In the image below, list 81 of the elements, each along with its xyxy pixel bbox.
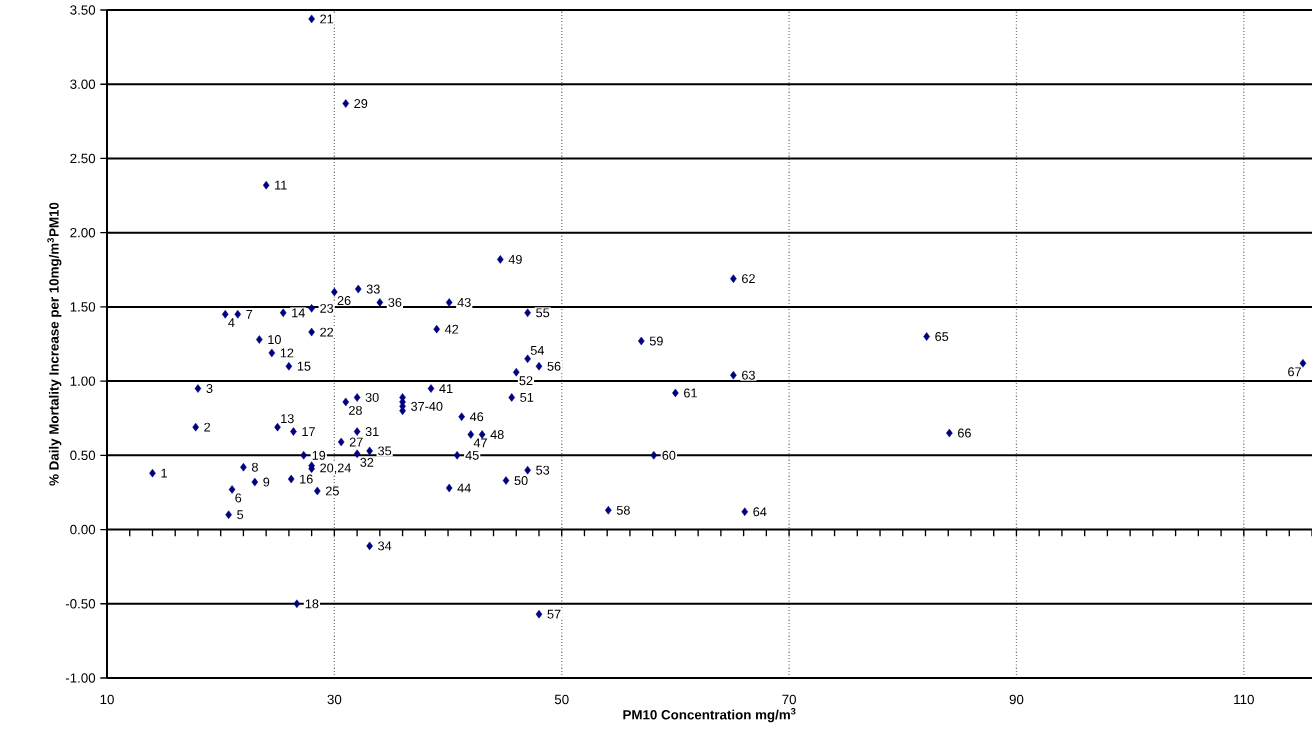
annotation: 55 bbox=[536, 308, 550, 318]
annotation: 25 bbox=[325, 486, 339, 496]
x-tick-label: 10 bbox=[100, 694, 114, 705]
y-tick-label: 2.50 bbox=[70, 153, 96, 164]
y-tick-label: 2.00 bbox=[70, 227, 96, 238]
annotation: 48 bbox=[490, 430, 504, 440]
annotation: 18 bbox=[305, 599, 319, 609]
annotation: 30 bbox=[365, 392, 379, 402]
annotation: 44 bbox=[457, 483, 471, 493]
annotation: 59 bbox=[649, 336, 663, 346]
annotation: 26 bbox=[337, 296, 351, 306]
y-tick-label: 0.00 bbox=[70, 524, 96, 535]
x-tick-label: 70 bbox=[782, 694, 796, 705]
annotation: 54 bbox=[530, 346, 544, 355]
annotation: 61 bbox=[684, 388, 697, 398]
y-tick-label: -0.50 bbox=[65, 599, 96, 609]
annotation: 12 bbox=[280, 348, 294, 358]
y-tick-label: 1.00 bbox=[70, 376, 96, 386]
annotation: 2 bbox=[204, 422, 211, 432]
annotation: 15 bbox=[297, 361, 311, 371]
annotation: 9 bbox=[263, 477, 270, 487]
x-tick-label: 50 bbox=[554, 694, 569, 705]
annotation: 34 bbox=[378, 541, 392, 551]
annotation: 35 bbox=[378, 446, 392, 456]
annotation: 43 bbox=[457, 297, 471, 307]
annotation: 58 bbox=[616, 505, 630, 515]
annotation: 45 bbox=[465, 450, 479, 460]
annotation: 47 bbox=[473, 438, 487, 448]
annotation: 62 bbox=[742, 274, 755, 284]
annotation: 67 bbox=[1288, 367, 1301, 377]
annotation: 16 bbox=[300, 474, 313, 484]
annotation: 22 bbox=[320, 327, 334, 337]
annotation: 11 bbox=[275, 180, 287, 190]
annotation: 19 bbox=[312, 450, 326, 460]
annotation: 27 bbox=[349, 437, 363, 447]
x-axis-title: PM10 Concentration mg/m$^{3}$ bbox=[623, 707, 796, 723]
annotation: 46 bbox=[469, 412, 484, 422]
y-tick-label: 0.50 bbox=[70, 450, 96, 461]
annotation: 28 bbox=[349, 405, 362, 415]
annotation: 32 bbox=[360, 457, 374, 467]
annotation: 13 bbox=[281, 414, 294, 424]
annotation: 31 bbox=[365, 427, 379, 437]
annotation: 4 bbox=[228, 318, 235, 328]
annotation: 64 bbox=[753, 507, 767, 517]
annotation: 51 bbox=[520, 393, 534, 402]
annotation: 57 bbox=[547, 609, 561, 619]
annotation: 1 bbox=[161, 468, 167, 478]
annotation: 49 bbox=[508, 254, 522, 264]
annotation: 63 bbox=[742, 370, 755, 380]
annotation: 42 bbox=[444, 324, 459, 334]
y-tick-label: 3.00 bbox=[70, 79, 96, 89]
y-tick-label: -1.00 bbox=[65, 673, 96, 683]
annotation: 37-40 bbox=[411, 401, 443, 411]
y-tick-label: 3.50 bbox=[70, 5, 96, 15]
annotation: 7 bbox=[246, 309, 253, 319]
annotation: 14 bbox=[292, 308, 305, 318]
annotation: 53 bbox=[536, 465, 550, 475]
annotation: 50 bbox=[514, 476, 528, 486]
annotation: 20,24 bbox=[320, 463, 351, 474]
x-tick-label: 30 bbox=[327, 694, 342, 705]
annotation: 41 bbox=[439, 384, 453, 393]
y-axis-title: % Daily Mortality Increase per 10mg/m$^{3}$PM10 bbox=[47, 202, 62, 486]
annotation: 10 bbox=[268, 335, 281, 345]
annotation: 52 bbox=[519, 376, 533, 386]
annotation: 29 bbox=[354, 99, 368, 108]
y-tick-label: 1.50 bbox=[70, 302, 96, 312]
annotation: 17 bbox=[302, 427, 315, 436]
annotation: 65 bbox=[935, 332, 949, 342]
annotation: 56 bbox=[547, 361, 561, 371]
annotation: 3 bbox=[206, 384, 213, 394]
annotation: 66 bbox=[958, 428, 971, 438]
annotation: 23 bbox=[320, 303, 334, 313]
annotation: 21 bbox=[320, 14, 334, 24]
x-tick-label: 110 bbox=[1234, 694, 1254, 705]
annotation: 36 bbox=[388, 297, 402, 307]
annotation: 60 bbox=[662, 450, 676, 460]
annotation: 6 bbox=[235, 493, 242, 503]
annotation: 5 bbox=[237, 510, 244, 520]
annotation: 8 bbox=[251, 462, 258, 472]
x-tick-label: 90 bbox=[1009, 694, 1024, 705]
annotation: 33 bbox=[366, 284, 380, 294]
